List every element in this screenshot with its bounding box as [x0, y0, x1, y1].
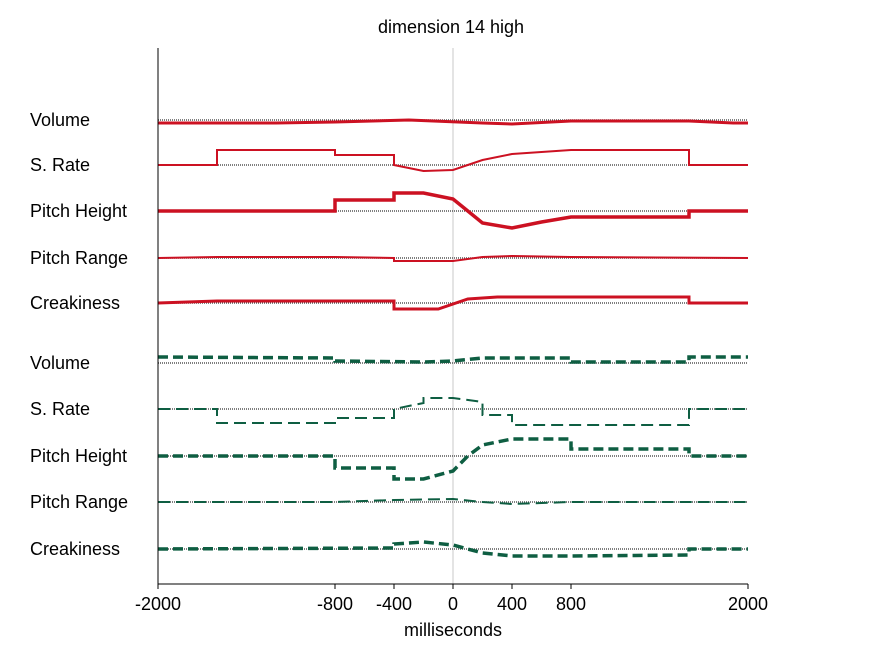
x-tick-label: -2000	[135, 594, 181, 614]
x-axis-label: milliseconds	[404, 620, 502, 640]
series-line	[157, 254, 749, 262]
series-line	[158, 497, 748, 506]
series-line	[158, 118, 748, 126]
chart-title: dimension 14 high	[378, 17, 524, 37]
series-line	[158, 191, 748, 230]
series-line	[158, 397, 748, 426]
row-label: Pitch Range	[30, 492, 128, 512]
series-line	[158, 149, 748, 173]
row-label: S. Rate	[30, 399, 90, 419]
plot-area	[157, 48, 749, 584]
x-axis: -2000 -800 -400 0 400 800 2000	[135, 48, 768, 614]
x-tick-label: -800	[317, 594, 353, 614]
row-label: S. Rate	[30, 155, 90, 175]
row-label: Pitch Height	[30, 201, 127, 221]
row-label: Volume	[30, 353, 90, 373]
x-tick-label: -400	[376, 594, 412, 614]
x-tick-label: 0	[448, 594, 458, 614]
x-tick-label: 800	[556, 594, 586, 614]
x-tick-label: 400	[497, 594, 527, 614]
row-label: Pitch Height	[30, 446, 127, 466]
series-line	[157, 295, 748, 311]
row-label: Creakiness	[30, 539, 120, 559]
x-tick-label: 2000	[728, 594, 768, 614]
row-label: Pitch Range	[30, 248, 128, 268]
row-label: Creakiness	[30, 293, 120, 313]
row-labels: Volume S. Rate Pitch Height Pitch Range Crea…	[30, 110, 128, 559]
row-label: Volume	[30, 110, 90, 130]
